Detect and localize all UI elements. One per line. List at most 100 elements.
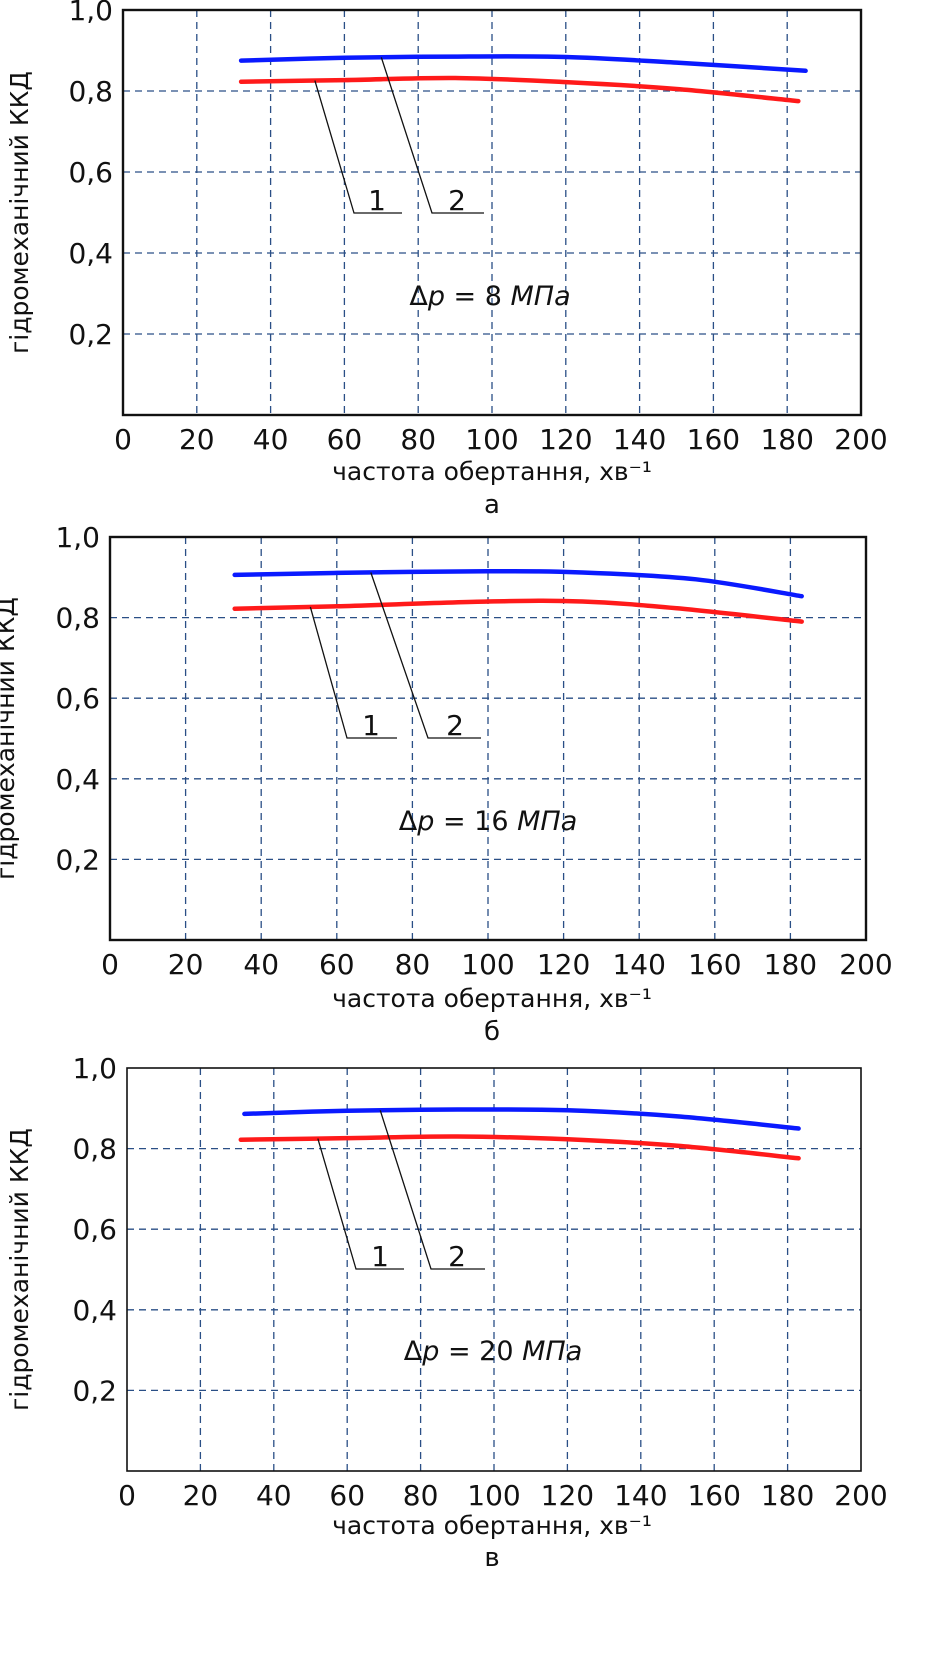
curve-leader-line	[309, 606, 397, 739]
curve-leader-line	[370, 572, 481, 739]
x-axis-label: частота обертання, хв⁻¹	[332, 1511, 652, 1540]
x-axis-label: частота обертання, хв⁻¹	[332, 457, 652, 486]
curve-leader-line	[314, 80, 402, 214]
x-tick-label: 20	[179, 423, 215, 456]
series-line-1	[238, 1134, 801, 1161]
x-tick-label: 120	[537, 948, 590, 981]
x-tick-label: 180	[761, 1479, 814, 1512]
x-tick-label: 100	[461, 948, 514, 981]
x-tick-label: 180	[764, 948, 817, 981]
y-axis-label: гідромеханічний ККД	[5, 1128, 34, 1411]
y-tick-label: 0,2	[68, 318, 113, 351]
x-tick-label: 80	[403, 1479, 439, 1512]
y-tick-label: 1,0	[72, 1052, 117, 1085]
y-tick-label: 0,4	[72, 1294, 117, 1327]
curve-label: 2	[446, 709, 464, 742]
series-line-2	[242, 1107, 801, 1131]
pressure-annotation: Δp = 8 МПа	[409, 281, 570, 312]
x-tick-label: 100	[467, 1479, 520, 1512]
series-line-2	[232, 569, 804, 599]
chart-panel-2: 0 20 40 60 80 100 120 140 160 180 200 0,2 0,4 0,6 0,8 1…	[0, 521, 893, 1047]
grid	[123, 10, 861, 415]
x-tick-label: 120	[539, 423, 592, 456]
panel-letter: б	[484, 1017, 500, 1047]
x-tick-label: 60	[319, 948, 355, 981]
x-tick-label: 40	[243, 948, 279, 981]
x-tick-label: 60	[327, 423, 363, 456]
y-tick-label: 0,6	[55, 682, 100, 715]
plot-frame	[121, 8, 863, 417]
chart-panel-3: 0 20 40 60 80 100 120 140 160 180 200 0,2 0,4 0,6 0,8 1…	[5, 1052, 888, 1573]
y-tick-label: 0,4	[55, 763, 100, 796]
pressure-annotation-part: = 8	[445, 281, 511, 312]
curve-leader-line	[379, 1110, 485, 1270]
x-tick-label: 200	[834, 1479, 887, 1512]
pressure-annotation-part: p	[416, 806, 434, 837]
x-tick-label: 200	[834, 423, 887, 456]
curve-leader-line	[380, 57, 484, 214]
pressure-annotation-part: МПа	[522, 1336, 582, 1367]
x-tick-label: 20	[183, 1479, 219, 1512]
pressure-annotation-part: p	[427, 281, 445, 312]
plot-frame	[108, 535, 868, 942]
grid	[127, 1068, 861, 1471]
curve-leader-line	[317, 1138, 404, 1270]
curve-label: 1	[368, 184, 386, 217]
curve-label: 1	[371, 1240, 389, 1273]
pressure-annotation-part: МПа	[517, 806, 577, 837]
y-tick-label: 0,8	[72, 1133, 117, 1166]
x-tick-label: 80	[400, 423, 436, 456]
y-tick-label: 1,0	[55, 521, 100, 554]
pressure-annotation-part: Δ	[409, 281, 428, 312]
x-tick-label: 80	[395, 948, 431, 981]
x-tick-label: 140	[613, 423, 666, 456]
pressure-annotation-part: Δ	[404, 1336, 423, 1367]
x-axis-label: частота обертання, хв⁻¹	[332, 984, 652, 1013]
y-tick-label: 1,0	[68, 0, 113, 27]
x-tick-label: 160	[687, 423, 740, 456]
curve-label: 2	[448, 1240, 466, 1273]
x-tick-label: 20	[168, 948, 204, 981]
pressure-annotation-part: Δ	[399, 806, 418, 837]
x-tick-label: 0	[101, 948, 119, 981]
y-tick-label: 0,2	[55, 843, 100, 876]
y-axis-label: гідромеханічний ККД	[0, 597, 20, 880]
y-tick-label: 0,8	[68, 75, 113, 108]
x-tick-label: 120	[541, 1479, 594, 1512]
x-tick-label: 40	[253, 423, 289, 456]
y-tick-label: 0,2	[72, 1374, 117, 1407]
pressure-annotation-part: = 20	[439, 1336, 522, 1367]
x-tick-label: 200	[839, 948, 892, 981]
y-tick-label: 0,6	[72, 1213, 117, 1246]
x-tick-label: 160	[688, 948, 741, 981]
series-line-2	[238, 54, 808, 74]
series-line-1	[238, 75, 801, 104]
y-tick-label: 0,6	[68, 156, 113, 189]
x-tick-label: 60	[329, 1479, 365, 1512]
series-line-1	[232, 598, 804, 624]
plot-frame	[126, 1067, 862, 1472]
pressure-annotation-part: МПа	[511, 281, 571, 312]
panel-letter: а	[484, 490, 500, 520]
x-tick-label: 40	[256, 1479, 292, 1512]
panel-letter: в	[484, 1543, 499, 1573]
curve-label: 1	[362, 709, 380, 742]
grid	[110, 537, 866, 940]
pressure-annotation: Δp = 20 МПа	[404, 1336, 583, 1367]
x-tick-label: 140	[612, 948, 665, 981]
y-axis-label: гідромеханічний ККД	[5, 71, 34, 354]
x-tick-label: 0	[118, 1479, 136, 1512]
x-tick-label: 180	[760, 423, 813, 456]
y-tick-label: 0,8	[55, 602, 100, 635]
pressure-annotation-part: p	[421, 1336, 439, 1367]
curve-label: 2	[448, 184, 466, 217]
pressure-annotation-part: = 16	[434, 806, 517, 837]
x-tick-label: 100	[465, 423, 518, 456]
y-tick-label: 0,4	[68, 237, 113, 270]
pressure-annotation: Δp = 16 МПа	[399, 806, 578, 837]
x-tick-label: 0	[114, 423, 132, 456]
chart-panel-1: 0 20 40 60 80 100 120 140 160 180 200 0,2 0,4 0,6 0,8 1…	[5, 0, 888, 520]
x-tick-label: 160	[687, 1479, 740, 1512]
x-tick-label: 140	[614, 1479, 667, 1512]
